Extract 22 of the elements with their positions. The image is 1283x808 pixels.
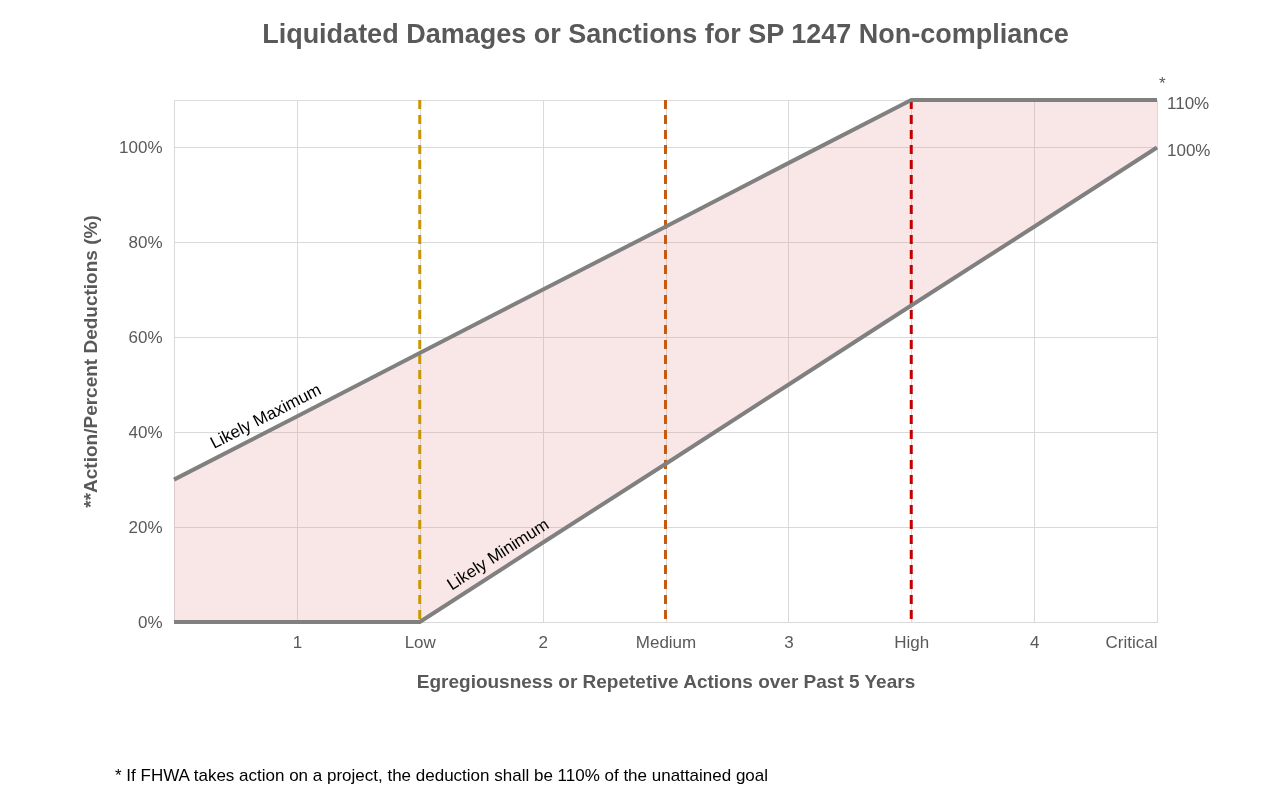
annotation: 100% (1167, 141, 1211, 161)
annotation: * (1159, 74, 1166, 93)
y-axis-title: **Action/Percent Deductions (%) (80, 215, 102, 508)
x-tick-label: 4 (1029, 632, 1040, 652)
y-tick-label: 80% (128, 232, 163, 252)
y-tick-label: 100% (119, 137, 163, 157)
x-tick-label: Critical (1105, 632, 1158, 652)
x-tick-label: 3 (784, 632, 794, 652)
x-tick-label: Low (404, 632, 437, 652)
text: * If FHWA takes action on a project, the deduction shall be 110% of the unattained goal (115, 766, 769, 785)
x-tick-label: Medium (635, 632, 697, 652)
x-axis-title: Egregiousness or Repetetive Actions over Past 5 Years (416, 670, 916, 692)
annotation: 110% (1167, 94, 1210, 113)
y-tick-label: 0% (137, 612, 163, 632)
x-tick-label: 1 (292, 632, 303, 652)
x-tick-label: High (894, 632, 930, 652)
x-tick-label: 2 (538, 632, 548, 652)
line-series (172, 98, 1159, 482)
y-tick-label: 20% (128, 517, 163, 537)
chart-title: Liquidated Damages or Sanctions for SP 1247 Non-compliance (262, 19, 1069, 49)
y-tick-label: 40% (128, 422, 163, 442)
y-tick-label: 60% (128, 327, 163, 347)
